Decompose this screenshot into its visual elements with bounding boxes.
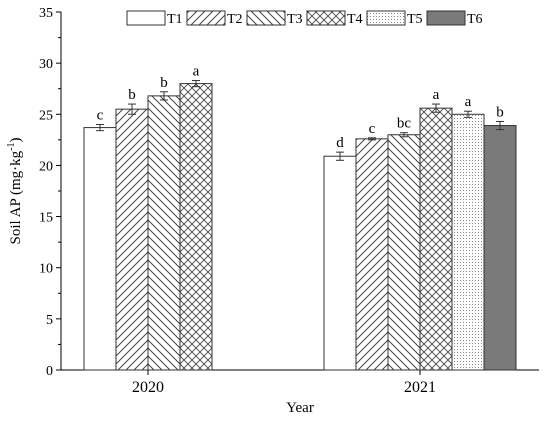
legend-swatch	[426, 10, 466, 26]
bar-t3-2020	[147, 95, 181, 371]
y-tick-label: 30	[39, 57, 53, 72]
x-axis-title: Year	[286, 400, 314, 416]
error-bar	[496, 120, 504, 131]
y-tick-label: 10	[39, 262, 53, 277]
legend-item-t2: T2	[186, 10, 243, 27]
y-tick-label: 20	[39, 159, 53, 174]
error-bar	[160, 91, 168, 101]
y-tick-label: 35	[39, 6, 53, 21]
y-tick-label: 15	[39, 211, 53, 226]
bar-t4-2020	[179, 83, 213, 371]
legend-swatch	[366, 10, 406, 26]
legend-swatch	[126, 10, 166, 26]
legend-item-t3: T3	[246, 10, 303, 27]
error-bar	[368, 137, 376, 141]
bar-t6-2021	[483, 125, 517, 371]
legend-label: T4	[347, 12, 363, 27]
legend-label: T3	[287, 12, 303, 27]
x-ticks: 2020 2021	[132, 370, 436, 396]
legend-label: T6	[467, 12, 483, 27]
bar-t4-2021	[419, 107, 453, 371]
significance-label: c	[369, 121, 376, 137]
error-bar	[400, 132, 408, 138]
legend: T1 T2 T3 T4 T5 T6	[126, 10, 483, 27]
legend-item-t4: T4	[306, 10, 363, 27]
y-tick-label: 25	[39, 108, 53, 123]
significance-label: c	[97, 108, 104, 124]
y-ticks: 0 5 10 15 20 25 30 35	[39, 6, 61, 379]
x-tick-label-2021: 2021	[404, 379, 436, 396]
error-bar	[464, 110, 472, 118]
legend-item-t1: T1	[126, 10, 183, 27]
significance-label: d	[336, 135, 344, 151]
y-axis-title: Soil AP (mg·kg-1)	[6, 138, 24, 245]
significance-label: b	[128, 87, 136, 103]
significance-label: b	[496, 104, 504, 120]
significance-label: a	[193, 64, 200, 80]
significance-label: bc	[397, 116, 412, 132]
bar-t3-2021	[387, 134, 421, 371]
legend-item-t5: T5	[366, 10, 423, 27]
legend-label: T1	[167, 12, 183, 27]
significance-label: b	[160, 75, 168, 91]
y-tick-label: 5	[46, 313, 53, 328]
x-tick-label-2020: 2020	[132, 379, 164, 396]
significance-label: a	[465, 94, 472, 110]
bar-t5-2021	[451, 113, 485, 371]
error-bar	[192, 80, 200, 88]
legend-label: T2	[227, 12, 243, 27]
significance-label: a	[433, 87, 440, 103]
bars: c b b a d c bc a a b	[83, 64, 517, 371]
legend-item-t6: T6	[426, 10, 483, 27]
bar-t1-2020	[83, 127, 117, 371]
legend-swatch	[246, 10, 286, 26]
error-bar	[128, 103, 136, 115]
error-bar	[336, 151, 344, 161]
error-bar	[96, 124, 104, 132]
error-bar	[432, 103, 440, 113]
bar-t1-2021	[323, 155, 357, 371]
y-tick-label: 0	[46, 364, 53, 379]
legend-label: T5	[407, 12, 423, 27]
bar-t2-2021	[355, 138, 389, 371]
legend-swatch	[186, 10, 226, 26]
bar-t2-2020	[115, 108, 149, 371]
legend-swatch	[306, 10, 346, 26]
